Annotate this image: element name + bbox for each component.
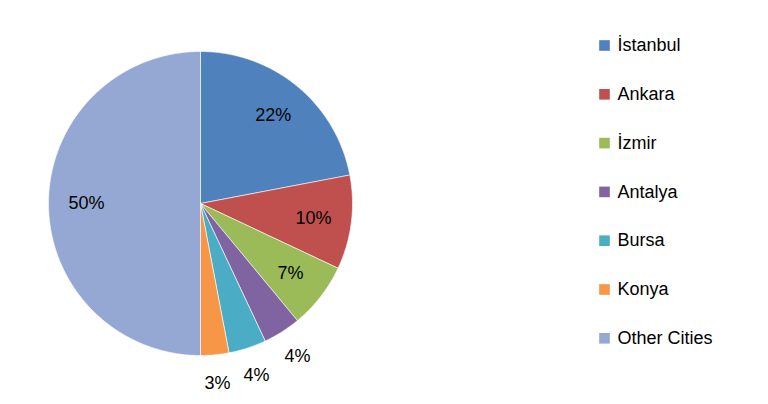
svg-text:Other Cities: Other Cities xyxy=(618,328,713,348)
svg-text:10%: 10% xyxy=(296,208,332,228)
svg-text:4%: 4% xyxy=(284,346,310,366)
svg-text:Antalya: Antalya xyxy=(618,182,679,202)
svg-text:22%: 22% xyxy=(255,105,291,125)
svg-text:50%: 50% xyxy=(68,193,104,213)
svg-text:İstanbul: İstanbul xyxy=(618,35,681,55)
svg-text:İzmir: İzmir xyxy=(618,133,657,153)
svg-text:Bursa: Bursa xyxy=(618,230,666,250)
svg-text:4%: 4% xyxy=(243,365,269,385)
svg-text:Ankara: Ankara xyxy=(618,84,676,104)
svg-text:7%: 7% xyxy=(278,263,304,283)
svg-text:3%: 3% xyxy=(205,373,231,393)
svg-text:Konya: Konya xyxy=(618,279,670,299)
